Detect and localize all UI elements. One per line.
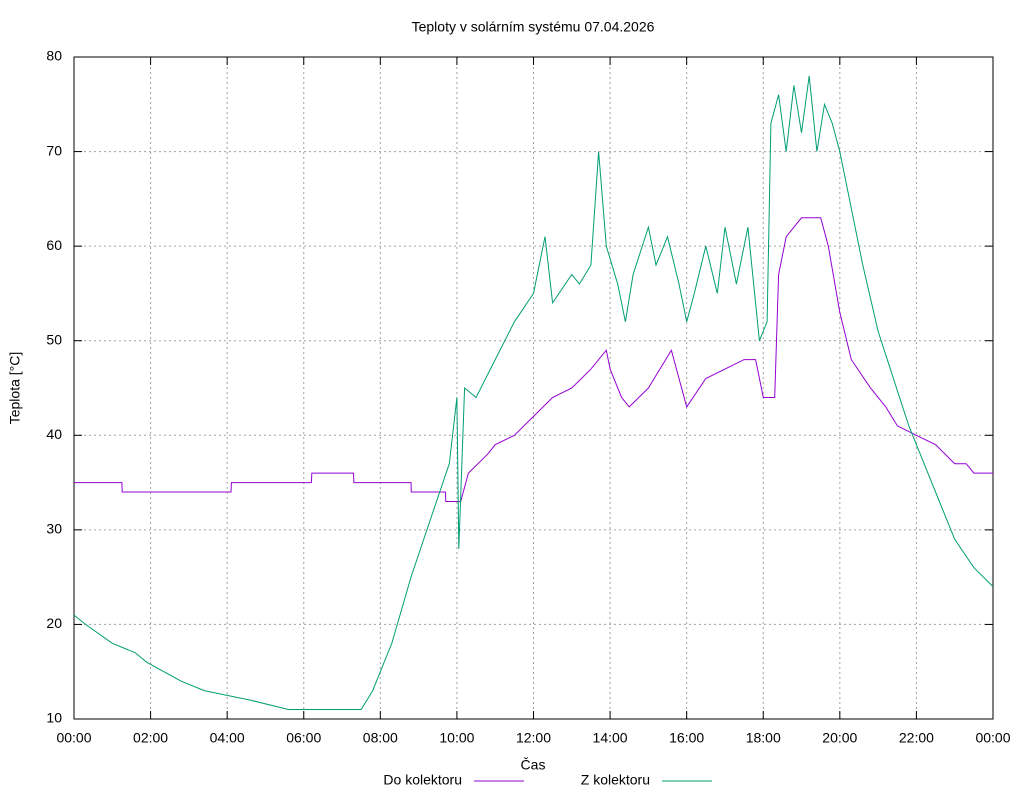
y-tick-label: 10 <box>46 710 62 726</box>
y-tick-label: 40 <box>46 426 62 442</box>
y-tick-label: 30 <box>46 521 62 537</box>
x-tick-label: 22:00 <box>899 730 934 746</box>
x-tick-label: 18:00 <box>746 730 781 746</box>
y-tick-label: 50 <box>46 331 62 347</box>
x-tick-label: 12:00 <box>516 730 551 746</box>
x-tick-label: 10:00 <box>439 730 474 746</box>
plot-border <box>73 56 994 720</box>
y-tick-label: 70 <box>46 142 62 158</box>
legend-label: Do kolektoru <box>383 772 462 788</box>
y-tick-label: 60 <box>46 237 62 253</box>
legend-label: Z kolektoru <box>581 772 650 788</box>
x-tick-label: 06:00 <box>286 730 321 746</box>
x-axis-label: Čas <box>521 757 546 773</box>
x-tick-label: 16:00 <box>669 730 704 746</box>
x-tick-label: 02:00 <box>133 730 168 746</box>
x-tick-label: 00:00 <box>56 730 91 746</box>
x-tick-label: 14:00 <box>593 730 628 746</box>
x-tick-label: 04:00 <box>210 730 245 746</box>
series-line <box>73 75 994 710</box>
x-tick-label: 08:00 <box>363 730 398 746</box>
x-tick-label: 20:00 <box>822 730 857 746</box>
y-tick-label: 20 <box>46 615 62 631</box>
y-axis-label: Teplota [°C] <box>7 352 23 425</box>
x-tick-label: 00:00 <box>975 730 1010 746</box>
y-tick-label: 80 <box>46 48 62 64</box>
series-line <box>74 217 993 502</box>
chart-title: Teploty v solárním systému 07.04.2026 <box>412 19 655 35</box>
